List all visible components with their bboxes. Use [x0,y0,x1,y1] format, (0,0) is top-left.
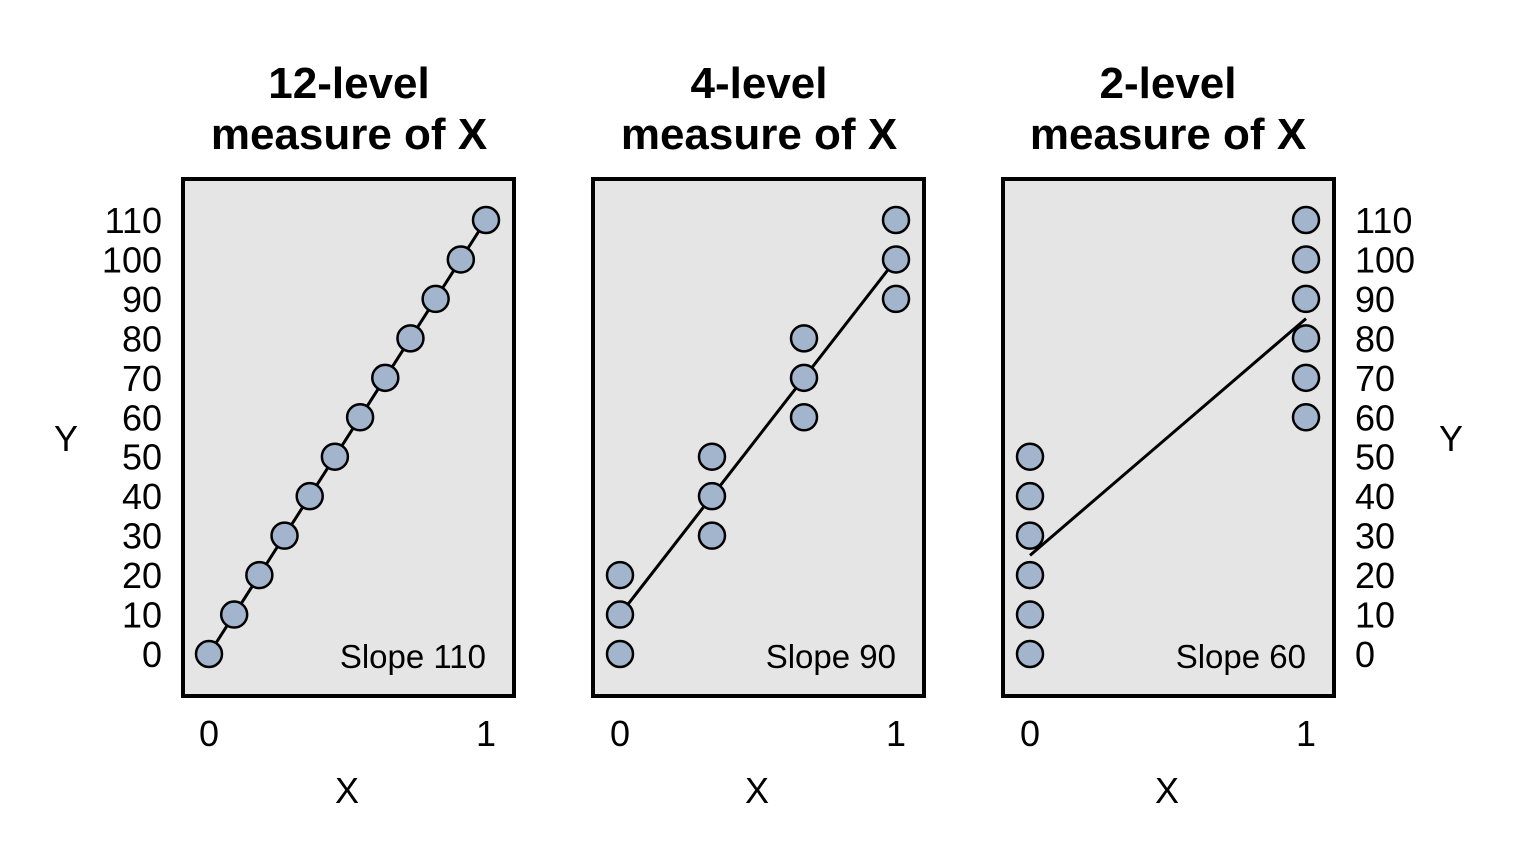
regression-line [1029,317,1307,557]
y-tick-label: 70 [1355,358,1395,399]
data-point [1015,639,1045,669]
data-point [1015,442,1045,471]
data-point [789,403,819,432]
y-tick-label: 100 [1355,239,1415,280]
points-layer [605,205,911,669]
y-tick-label: 30 [1355,516,1395,557]
x-tick-label: 0 [610,713,630,754]
data-point [881,284,911,314]
y-tick-label: 80 [122,318,162,359]
y-tick-label: 0 [142,634,162,675]
panel-title-line1: 2-level [1100,59,1237,108]
y-tick-label: 110 [105,200,162,241]
panel-title-line2: measure of X [1030,110,1306,159]
y-tick-label: 100 [102,239,162,280]
y-tick-label: 50 [1355,437,1395,478]
data-point [446,245,476,274]
panel-2-level: 2-level measure of X Slope 60 0102030405… [1001,59,1463,811]
points-layer [194,205,501,669]
fit-line-layer [618,258,898,616]
y-tick-label: 20 [1355,555,1395,596]
y-tick-label: 80 [1355,318,1395,359]
data-point [605,639,635,669]
data-point [1015,481,1045,511]
data-point [1291,403,1321,432]
data-point [697,521,727,550]
regression-line [618,258,898,616]
data-point [295,481,324,511]
data-point [881,205,911,235]
data-point [1291,324,1321,353]
data-point [605,560,635,590]
x-tick-label: 1 [476,713,496,754]
y-tick-label: 40 [122,476,162,517]
x-tick-label: 1 [1296,713,1316,754]
x-tick-label: 1 [886,713,906,754]
y-tick-label: 90 [122,279,162,320]
y-tick-label: 0 [1355,634,1375,675]
data-point [345,403,375,432]
y-tick-label: 50 [122,437,162,478]
panel-title-line2: measure of X [621,110,897,159]
panel-title-line2: measure of X [211,110,487,159]
data-point [219,600,249,629]
points-layer [1015,205,1321,669]
data-point [697,442,727,471]
y-tick-label: 60 [122,397,162,438]
data-point [1291,205,1321,235]
panel-12-level: 12-level measure of X Slope 110 01020304… [54,59,516,811]
data-point [270,521,299,550]
data-point [1015,560,1045,590]
data-point [1015,521,1045,550]
y-tick-label: 40 [1355,476,1395,517]
panel-title-line1: 4-level [691,59,828,108]
data-point [881,245,911,274]
y-tick-label: 90 [1355,279,1395,320]
x-tick-label: 0 [1020,713,1040,754]
slope-annotation: Slope 60 [1176,638,1306,675]
data-point [1291,245,1321,274]
data-point [471,205,501,235]
slope-annotation: Slope 110 [340,638,486,675]
data-point [396,324,425,353]
y-tick-label: 70 [122,358,162,399]
data-point [1291,284,1321,314]
data-point [1291,363,1321,393]
data-point [1015,600,1045,629]
y-axis-label-right: Y [1439,418,1463,459]
y-tick-label: 10 [1355,595,1395,636]
data-point [789,324,819,353]
y-tick-label: 30 [122,516,162,557]
data-point [371,363,400,393]
data-point [194,639,224,669]
y-axis-label-left: Y [54,418,78,459]
slope-annotation: Slope 90 [766,638,896,675]
y-tick-label: 110 [1355,200,1412,241]
data-point [697,481,727,511]
x-tick-label: 0 [199,713,219,754]
fit-line-layer [1029,317,1307,557]
y-tick-label: 60 [1355,397,1395,438]
y-tick-label: 20 [122,555,162,596]
data-point [421,284,450,314]
data-point [245,560,274,590]
x-axis-label: X [1155,770,1179,811]
y-tick-label: 10 [122,595,162,636]
data-point [320,442,350,471]
data-point [605,600,635,629]
data-point [789,363,819,393]
x-axis-label: X [335,770,359,811]
panel-title-line1: 12-level [268,59,429,108]
x-axis-label: X [745,770,769,811]
